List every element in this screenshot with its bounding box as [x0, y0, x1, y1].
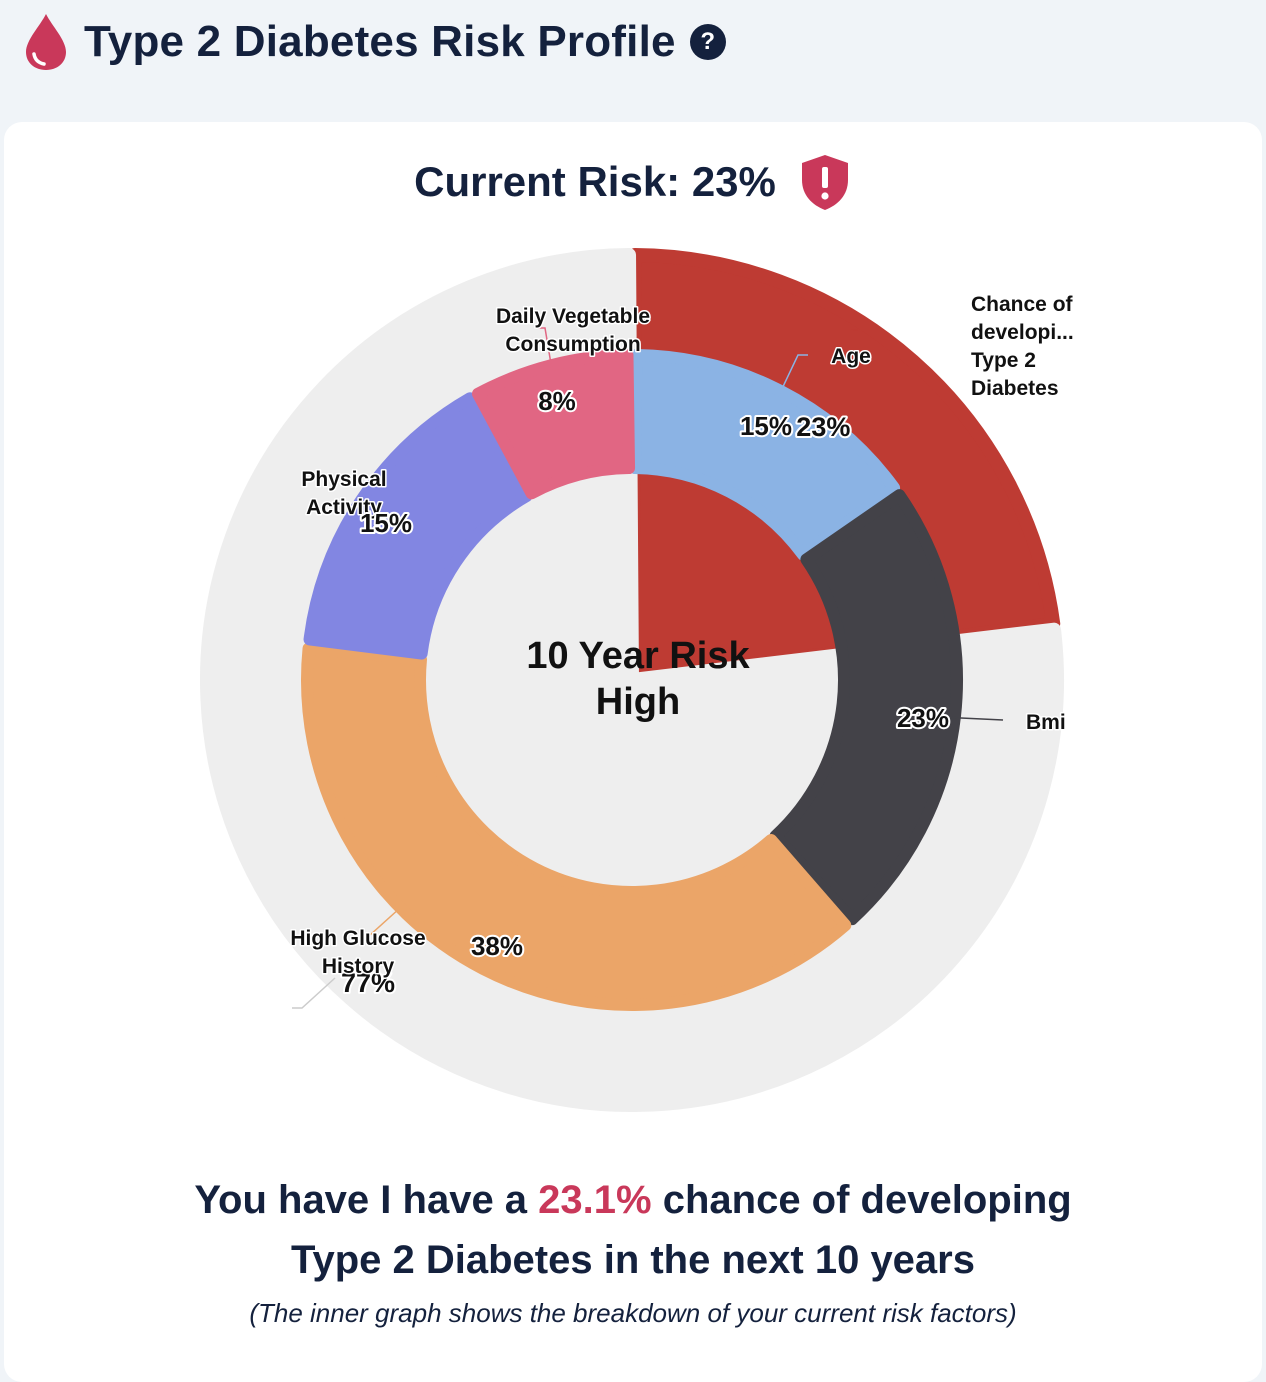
leader-line-high-glucose-history: [369, 907, 401, 936]
outer-pct-label-risk: 23%: [796, 412, 850, 442]
inner-name-label-physical-activity: Physical Activity: [301, 468, 386, 519]
leader-line-risk: [826, 329, 858, 361]
inner-pct-label-age: 15%: [740, 411, 792, 441]
summary-line-1: You have I have a 23.1% chance of develo…: [0, 1170, 1266, 1230]
outer-pct-label-remaining: 77%: [341, 968, 395, 998]
leader-line-daily-vegetable-consumption: [535, 327, 553, 371]
inner-slice-daily-vegetable-consumption[interactable]: [471, 349, 636, 500]
blood-drop-icon: [26, 14, 66, 70]
inner-pct-label-high-glucose-history: 38%: [471, 931, 523, 961]
center-label-line-2: High: [596, 681, 680, 723]
current-risk-label: Current Risk: 23%: [414, 158, 776, 205]
inner-name-label-bmi: Bmi: [1026, 711, 1066, 734]
inner-slice-high-glucose-history[interactable]: [301, 642, 852, 1011]
current-risk-heading: Current Risk: 23%: [0, 152, 1266, 212]
summary-highlight: 23.1%: [538, 1178, 652, 1222]
label-leaders: [292, 327, 1004, 1009]
outer-name-label-risk: Chance of developi... Type 2 Diabetes: [971, 293, 1074, 400]
inner-slice-physical-activity[interactable]: [303, 392, 533, 660]
page-title: Type 2 Diabetes Risk Profile: [84, 17, 676, 66]
inner-pct-label-bmi: 23%: [897, 703, 949, 733]
center-label-line-1: 10 Year Risk: [526, 635, 750, 677]
inner-name-label-high-glucose-history: High Glucose History: [290, 927, 425, 978]
inner-slice-age[interactable]: [628, 349, 901, 561]
inner-name-label-age: Age: [831, 345, 871, 368]
leader-line-physical-activity: [357, 516, 373, 528]
page-header: Type 2 Diabetes Risk Profile ?: [22, 10, 726, 74]
summary-prefix: You have I have a: [194, 1178, 528, 1222]
summary-suffix: chance of developing: [662, 1178, 1072, 1222]
inner-ring: [301, 349, 963, 1011]
summary-line-2: Type 2 Diabetes in the next 10 years: [290, 1238, 975, 1282]
shield-alert-icon: [801, 155, 848, 210]
inner-slice-bmi[interactable]: [769, 489, 963, 926]
chart-labels: 23% Chance of developi... Type 2 Diabetes 77%…: [289, 292, 1075, 1001]
leader-line-age: [779, 354, 808, 394]
summary-text: You have I have a 23.1% chance of develo…: [0, 1170, 1266, 1290]
question-circle-icon[interactable]: ?: [689, 24, 726, 60]
footnote: (The inner graph shows the breakdown of …: [249, 1298, 1017, 1328]
inner-name-label-daily-vegetable-consumption: Daily Vegetable Consumption: [496, 305, 650, 356]
leader-line-bmi: [939, 716, 1004, 721]
inner-pct-label-daily-vegetable-consumption: 8%: [538, 386, 576, 416]
leader-line-remaining: [292, 977, 336, 1009]
inner-pct-label-physical-activity: 15%: [360, 508, 412, 538]
